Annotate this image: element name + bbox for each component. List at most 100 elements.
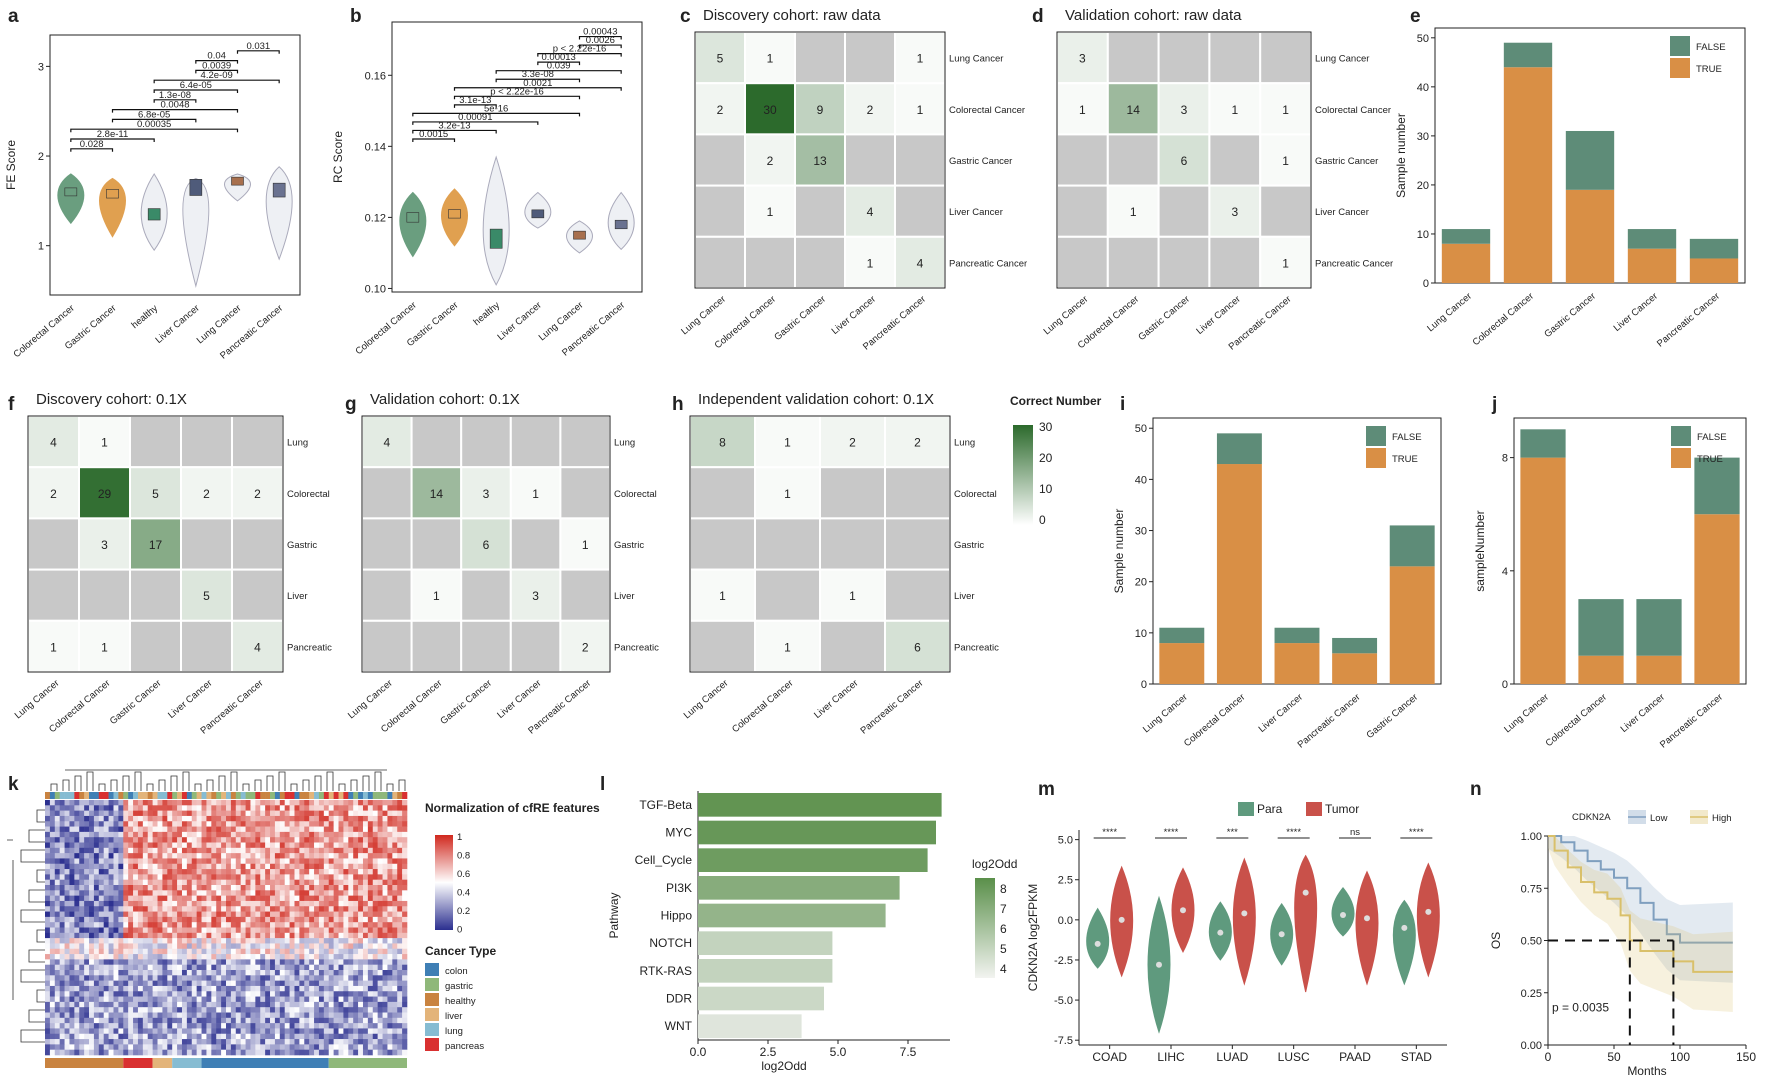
heatmap-cell xyxy=(362,863,369,870)
heatmap-cell xyxy=(245,847,251,854)
heatmap-cell xyxy=(49,895,56,902)
heatmap-cell xyxy=(45,1007,51,1013)
heatmap-cell xyxy=(382,996,388,1003)
heatmap-cell xyxy=(64,895,70,902)
heatmap-cell xyxy=(362,975,369,981)
heatmap-cell xyxy=(133,821,139,827)
heatmap-cell xyxy=(54,858,60,865)
heatmap-cell xyxy=(118,895,124,902)
heatmap-cell xyxy=(221,1017,227,1024)
heatmap-cell xyxy=(137,815,144,822)
heatmap-cell xyxy=(79,837,85,843)
heatmap-cell xyxy=(177,853,183,859)
heatmap-cell xyxy=(338,938,344,944)
heatmap-cell xyxy=(147,900,153,907)
heatmap-cell xyxy=(274,895,281,902)
heatmap-cell xyxy=(216,831,222,838)
heatmap-cell xyxy=(314,1007,320,1013)
heatmap-cell xyxy=(142,975,149,981)
panel-title: Validation cohort: raw data xyxy=(1065,7,1242,24)
heatmap-cell xyxy=(196,959,202,965)
matrix-cell xyxy=(78,466,131,520)
heatmap-cell xyxy=(196,810,202,817)
heatmap-cell xyxy=(186,815,193,822)
heatmap-cell xyxy=(235,948,241,955)
top-annotation-cell xyxy=(392,792,398,799)
box xyxy=(406,212,420,223)
heatmap-cell xyxy=(318,1044,325,1050)
heatmap-cell xyxy=(98,996,105,1003)
heatmap-cell xyxy=(348,1017,354,1024)
heatmap-cell xyxy=(45,991,51,997)
heatmap-cell xyxy=(230,954,237,960)
heatmap-cell xyxy=(79,890,85,896)
heatmap-cell xyxy=(64,948,70,955)
heatmap-cell xyxy=(69,922,75,928)
heatmap-cell xyxy=(45,805,51,811)
heatmap-cell xyxy=(338,948,344,955)
heatmap-cell xyxy=(172,970,178,976)
heatmap-cell xyxy=(250,943,256,950)
heatmap-cell xyxy=(255,858,261,865)
heatmap-cell xyxy=(69,1012,75,1019)
heatmap-cell xyxy=(250,821,256,827)
heatmap-cell xyxy=(162,1001,168,1008)
heatmap-cell xyxy=(353,831,359,838)
heatmap-cell xyxy=(54,853,60,859)
heatmap-cell xyxy=(348,810,354,817)
matrix-cell xyxy=(231,466,284,520)
heatmap-cell xyxy=(123,1033,129,1040)
heatmap-cell xyxy=(206,842,212,849)
heatmap-cell xyxy=(221,831,227,838)
heatmap-cell xyxy=(289,938,295,944)
heatmap-cell xyxy=(270,1049,276,1056)
heatmap-cell xyxy=(64,900,70,907)
heatmap-cell xyxy=(113,1039,119,1045)
heatmap-cell xyxy=(181,821,188,827)
heatmap-cell xyxy=(289,826,295,833)
heatmap-cell xyxy=(235,1007,241,1013)
heatmap-cell xyxy=(382,959,388,965)
heatmap-cell xyxy=(250,1023,256,1029)
heatmap-cell xyxy=(74,858,80,865)
heatmap-cell xyxy=(142,948,149,955)
heatmap-cell xyxy=(206,805,212,811)
heatmap-cell xyxy=(206,1049,212,1056)
heatmap-cell xyxy=(123,985,129,992)
panel-letter: g xyxy=(345,394,357,415)
heatmap-cell xyxy=(265,954,271,960)
heatmap-cell xyxy=(402,1044,408,1050)
heatmap-cell xyxy=(265,1049,271,1056)
heatmap-cell xyxy=(230,938,237,944)
heatmap-cell xyxy=(397,810,403,817)
heatmap-cell xyxy=(84,938,90,944)
heatmap-cell xyxy=(103,970,109,976)
heatmap-cell xyxy=(348,922,354,928)
heatmap-cell xyxy=(377,847,383,854)
heatmap-cell xyxy=(382,906,388,912)
cell-value: 1 xyxy=(101,640,108,654)
heatmap-cell xyxy=(181,985,188,992)
heatmap-cell xyxy=(191,906,197,912)
x-tick-label: Liver Cancer xyxy=(1194,294,1242,337)
heatmap-cell xyxy=(69,1044,75,1050)
bar-true xyxy=(1565,189,1615,283)
heatmap-cell xyxy=(216,858,222,865)
heatmap-cell xyxy=(74,1007,80,1013)
heatmap-cell xyxy=(250,1044,256,1050)
heatmap-cell xyxy=(240,916,246,923)
heatmap-cell xyxy=(377,1044,383,1050)
heatmap-cell xyxy=(123,863,129,870)
heatmap-cell xyxy=(93,954,100,960)
heatmap-cell xyxy=(152,863,158,870)
heatmap-cell xyxy=(201,869,207,875)
heatmap-cell xyxy=(245,858,251,865)
heatmap-cell xyxy=(157,991,163,997)
heatmap-cell xyxy=(304,975,310,981)
heatmap-cell xyxy=(93,1044,100,1050)
heatmap-cell xyxy=(284,996,290,1003)
heatmap-cell xyxy=(162,885,168,891)
heatmap-cell xyxy=(206,885,212,891)
heatmap-cell xyxy=(367,1033,374,1040)
